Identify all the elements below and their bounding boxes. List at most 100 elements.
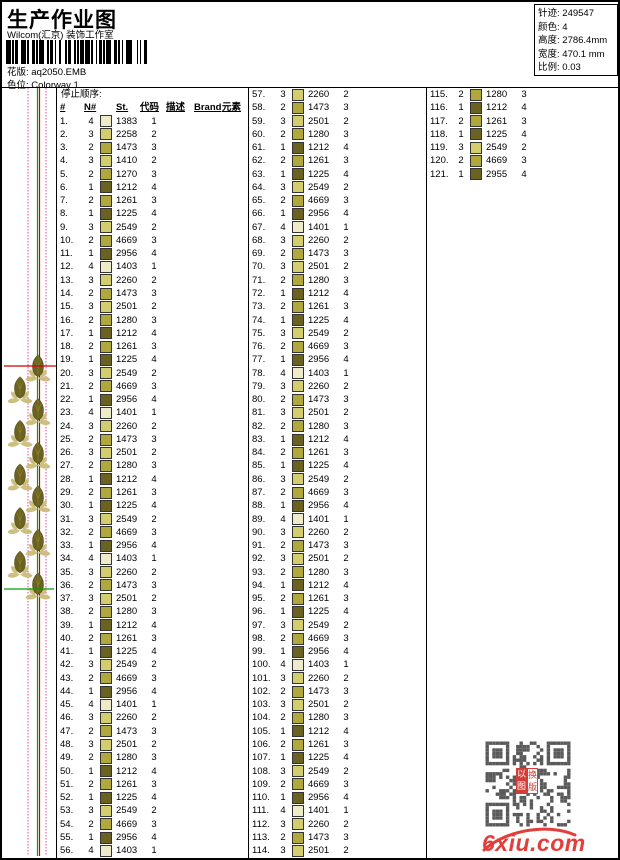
thread-code: 2	[151, 593, 157, 605]
info-box: 针迹: 249547 颜色: 4 高度: 2786.4mm 宽度: 470.1 …	[534, 4, 618, 76]
row-index: 74.	[252, 314, 266, 326]
stitch-count: 2501	[308, 115, 330, 127]
thread-color-swatch	[292, 446, 304, 459]
stitch-count: 2956	[116, 248, 138, 260]
row-index: 88.	[252, 500, 266, 512]
row-index: 39.	[60, 619, 74, 631]
needle-number: 4	[88, 553, 94, 565]
needle-number: 3	[88, 367, 94, 379]
thread-color-swatch	[292, 393, 304, 406]
row-index: 72.	[252, 287, 266, 299]
col-header-description: 描述	[166, 102, 186, 114]
row-index: 95.	[252, 593, 266, 605]
needle-number: 2	[88, 486, 94, 498]
thread-code: 4	[151, 792, 157, 804]
stitch-count: 1401	[308, 805, 330, 817]
needle-number: 3	[280, 473, 286, 485]
row-index: 67.	[252, 221, 266, 233]
needle-number: 1	[88, 354, 94, 366]
thread-color-swatch	[292, 685, 304, 698]
thread-code: 2	[521, 142, 527, 154]
row-index: 47.	[60, 725, 74, 737]
stitch-count: 1261	[116, 341, 138, 353]
thread-code: 4	[151, 394, 157, 406]
thread-code: 1	[343, 513, 349, 525]
row-index: 58.	[252, 102, 266, 114]
thread-code: 3	[521, 155, 527, 167]
needle-number: 4	[88, 115, 94, 127]
thread-color-swatch	[100, 526, 112, 539]
table-row: 41. 1 1225 4	[58, 645, 248, 658]
thread-color-swatch	[292, 327, 304, 340]
thread-color-swatch	[100, 632, 112, 645]
needle-number: 3	[280, 89, 286, 100]
row-index: 92.	[252, 553, 266, 565]
stitch-count: 2956	[116, 394, 138, 406]
row-index: 62.	[252, 155, 266, 167]
needle-number: 2	[88, 579, 94, 591]
thread-code: 3	[343, 248, 349, 260]
table-row: 14. 2 1473 3	[58, 287, 248, 300]
table-row: 64. 3 2549 2	[250, 181, 426, 194]
table-row: 103. 3 2501 2	[250, 698, 426, 711]
table-row: 68. 3 2260 2	[250, 234, 426, 247]
table-row: 88. 1 2956 4	[250, 499, 426, 512]
table-row: 98. 2 4669 3	[250, 632, 426, 645]
table-row: 11. 1 2956 4	[58, 247, 248, 260]
row-index: 89.	[252, 513, 266, 525]
stitch-count: 2549	[116, 513, 138, 525]
thread-color-swatch	[292, 645, 304, 658]
thread-code: 3	[343, 155, 349, 167]
stitch-count: 4669	[308, 778, 330, 790]
table-row: 15. 3 2501 2	[58, 300, 248, 313]
stitch-count: 1401	[116, 407, 138, 419]
needle-number: 3	[280, 327, 286, 339]
thread-code: 1	[151, 845, 157, 857]
stitch-count: 1473	[308, 248, 330, 260]
stop-sequence-label: 停止顺序:	[61, 89, 102, 100]
stitch-count: 2501	[308, 699, 330, 711]
needle-number: 2	[280, 685, 286, 697]
table-row: 110. 1 2956 4	[250, 791, 426, 804]
table-row: 19. 1 1225 4	[58, 353, 248, 366]
table-row: 112. 3 2260 2	[250, 818, 426, 831]
thread-color-swatch	[292, 539, 304, 552]
row-index: 100.	[252, 659, 271, 671]
thread-code: 4	[151, 831, 157, 843]
thread-code: 2	[151, 659, 157, 671]
thread-code: 3	[151, 168, 157, 180]
thread-color-swatch	[470, 154, 482, 167]
thread-code: 3	[151, 460, 157, 472]
row-index: 64.	[252, 181, 266, 193]
thread-code: 2	[151, 301, 157, 313]
stitch-count: 1212	[116, 181, 138, 193]
table-row: 12. 4 1403 1	[58, 260, 248, 274]
stitch-count: 1280	[308, 274, 330, 286]
thread-color-swatch	[100, 234, 112, 247]
thread-color-swatch	[292, 234, 304, 247]
thread-code: 4	[151, 473, 157, 485]
pattern-label: 花版:	[7, 67, 29, 78]
thread-code: 2	[343, 234, 349, 246]
stitch-count: 2501	[308, 261, 330, 273]
column-divider-1	[248, 87, 249, 858]
needle-number: 2	[280, 632, 286, 644]
needle-number: 2	[88, 314, 94, 326]
needle-number: 4	[280, 805, 286, 817]
thread-code: 3	[151, 433, 157, 445]
needle-number: 3	[88, 593, 94, 605]
stitch-count: 2260	[116, 420, 138, 432]
row-index: 48.	[60, 739, 74, 751]
table-rows: 57. 3 2260 2 58. 2 1473 3 59. 3 2501 2 60. 2 1280 3 61. 1…	[250, 88, 426, 857]
stitch-count: 4669	[486, 155, 508, 167]
thread-color-swatch	[100, 353, 112, 366]
row-index: 36.	[60, 579, 74, 591]
row-index: 114.	[252, 845, 270, 857]
thread-color-swatch	[292, 499, 304, 512]
table-row: 45. 4 1401 1	[58, 698, 248, 711]
stitch-count: 1261	[116, 195, 138, 207]
col-header-stitches: St.	[116, 102, 129, 114]
thread-code: 2	[151, 447, 157, 459]
table-row: 77. 1 2956 4	[250, 353, 426, 366]
needle-number: 1	[88, 685, 94, 697]
